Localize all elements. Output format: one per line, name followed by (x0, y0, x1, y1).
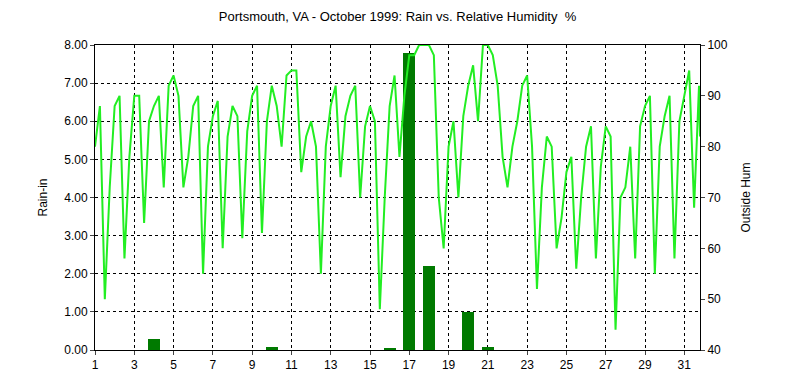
svg-text:15: 15 (363, 358, 377, 372)
svg-text:Portsmouth, VA - October 1999:: Portsmouth, VA - October 1999: Rain vs. … (219, 9, 577, 24)
svg-text:3: 3 (131, 358, 138, 372)
svg-text:50: 50 (707, 292, 721, 306)
svg-text:31: 31 (678, 358, 692, 372)
svg-text:17: 17 (403, 358, 417, 372)
svg-text:5: 5 (170, 358, 177, 372)
svg-text:29: 29 (638, 358, 652, 372)
svg-text:9: 9 (249, 358, 256, 372)
svg-text:40: 40 (707, 343, 721, 357)
svg-text:11: 11 (285, 358, 298, 372)
svg-text:1.00: 1.00 (64, 305, 88, 319)
svg-text:19: 19 (442, 358, 456, 372)
svg-text:100: 100 (707, 38, 727, 52)
svg-text:1: 1 (92, 358, 99, 372)
svg-text:21: 21 (481, 358, 495, 372)
svg-text:70: 70 (707, 191, 721, 205)
svg-text:90: 90 (707, 89, 721, 103)
svg-text:0.00: 0.00 (64, 343, 88, 357)
svg-text:13: 13 (324, 358, 338, 372)
svg-text:25: 25 (560, 358, 574, 372)
svg-text:7.00: 7.00 (64, 76, 88, 90)
svg-text:3.00: 3.00 (64, 229, 88, 243)
svg-text:6.00: 6.00 (64, 114, 88, 128)
svg-text:27: 27 (599, 358, 613, 372)
svg-text:5.00: 5.00 (64, 153, 88, 167)
svg-text:7: 7 (210, 358, 217, 372)
svg-text:80: 80 (707, 140, 721, 154)
svg-text:Outside Hum: Outside Hum (739, 162, 753, 232)
svg-text:60: 60 (707, 242, 721, 256)
svg-text:2.00: 2.00 (64, 267, 88, 281)
svg-text:23: 23 (520, 358, 534, 372)
svg-text:Rain-in: Rain-in (36, 178, 50, 216)
svg-text:4.00: 4.00 (64, 191, 88, 205)
svg-text:8.00: 8.00 (64, 38, 88, 52)
